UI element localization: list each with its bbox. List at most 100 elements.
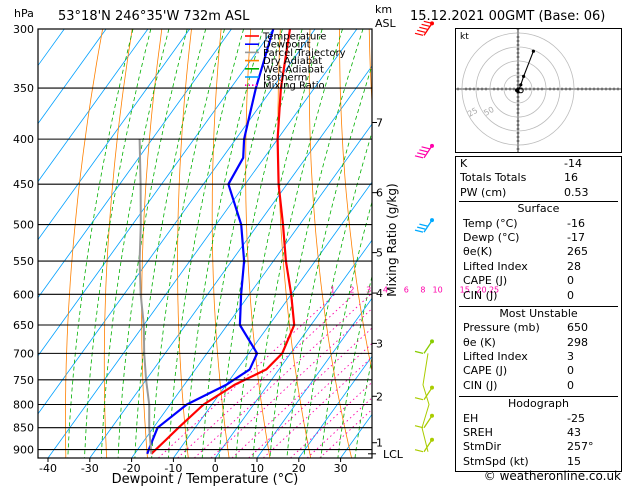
wind-barb-flag <box>414 350 424 354</box>
pressure-tick-label: 550 <box>13 255 34 268</box>
surface-value: 265 <box>567 245 588 259</box>
lcl-label: LCL <box>383 448 404 461</box>
wet-adiabat-line <box>151 29 225 458</box>
wind-barb <box>414 143 434 159</box>
most-unstable-value: 3 <box>567 350 574 364</box>
most-unstable-section: Most Unstable Pressure (mb) 650 θe (K) 298 L… <box>459 305 618 393</box>
wind-barb-head <box>430 413 434 418</box>
pressure-tick-label: 350 <box>13 82 34 95</box>
index-label: PW (cm) <box>460 185 507 199</box>
surface-row: Dewp (°C) -17 <box>459 231 618 245</box>
most-unstable-row: CIN (J) 0 <box>459 379 618 393</box>
wind-barb-head <box>430 143 434 148</box>
wet-adiabat-line <box>184 29 264 458</box>
hodograph-section: Hodograph EH -25 SREH 43 StmDir 257° StmSpd (k… <box>459 396 618 469</box>
index-value: 16 <box>564 171 578 185</box>
hodograph-param-row: SREH 43 <box>459 426 618 440</box>
wet-adiabat-line <box>354 356 372 458</box>
surface-row: Lifted Index 28 <box>459 260 618 274</box>
wet-adiabat-line <box>286 64 372 458</box>
x-tick-label: -40 <box>39 462 57 475</box>
surface-value: 0 <box>567 288 574 302</box>
km-tick-label: 5 <box>376 247 383 260</box>
wind-barb-flag <box>414 32 424 36</box>
isotherm-line <box>214 239 372 458</box>
hodograph-param-row: EH -25 <box>459 412 618 426</box>
wind-barb-shaft <box>423 387 433 401</box>
most-unstable-row: Pressure (mb) 650 <box>459 321 618 335</box>
wind-barb-head <box>430 21 434 26</box>
mixing-ratio-line <box>248 342 372 458</box>
hodograph-param-label: StmDir <box>463 440 502 454</box>
isotherm-line <box>131 123 372 458</box>
mixing-ratio-label: 4 <box>383 285 388 294</box>
legend-label: Mixing Ratio <box>263 81 325 92</box>
series-dewpoint-line <box>146 29 275 455</box>
most-unstable-value: 650 <box>567 321 588 335</box>
wind-profile-line <box>421 353 430 452</box>
surface-label: CAPE (J) <box>463 274 508 288</box>
wet-adiabat-line <box>84 29 152 458</box>
hodograph-param-value: -25 <box>567 411 585 425</box>
most-unstable-row: CAPE (J) 0 <box>459 364 618 378</box>
hodo-ring <box>461 32 575 146</box>
most-unstable-label: CAPE (J) <box>463 364 508 378</box>
mixing-ratio-label: 8 <box>420 285 425 294</box>
wind-barb-flag <box>417 226 426 230</box>
index-value: 0.53 <box>564 185 589 199</box>
pressure-tick-label: 500 <box>13 219 34 232</box>
isotherm-line <box>38 29 149 183</box>
hodograph-param-row: StmDir 257° <box>459 440 618 454</box>
km-tick-label: 4 <box>376 287 383 300</box>
wind-barb-shaft <box>423 219 433 233</box>
index-row: PW (cm) 0.53 <box>456 186 621 200</box>
wet-adiabat-line <box>67 29 134 458</box>
pressure-tick-label: 650 <box>13 319 34 332</box>
hodo-point <box>531 49 535 53</box>
hodograph-param-value: 43 <box>567 426 581 440</box>
mixing-ratio-line <box>290 381 372 458</box>
surface-row: CIN (J) 0 <box>459 289 618 303</box>
hodo-ring <box>503 74 533 104</box>
dry-adiabat-line <box>211 29 230 458</box>
hodo-unit-label: kt <box>460 32 469 42</box>
dry-adiabat-line <box>308 29 353 458</box>
isotherm-line <box>38 29 274 357</box>
km-tick-label: 6 <box>376 187 383 200</box>
most-unstable-label: Lifted Index <box>463 350 528 364</box>
pressure-tick-label: 400 <box>13 133 34 146</box>
x-tick-label: -20 <box>123 462 141 475</box>
wet-adiabat-line <box>201 29 283 458</box>
wind-barb-flag <box>419 149 428 153</box>
hodo-ring <box>489 60 547 118</box>
dry-adiabat-line <box>103 29 133 458</box>
wet-adiabat-line <box>168 29 244 458</box>
mixing-ratio-line <box>262 356 372 458</box>
isotherm-line <box>89 65 372 458</box>
pressure-tick-label: 600 <box>13 288 34 301</box>
hodograph-param-row: StmSpd (kt) 15 <box>459 455 618 469</box>
x-tick-label: 0 <box>212 462 219 475</box>
pressure-tick-label: 750 <box>13 374 34 387</box>
hpa-unit-label: hPa <box>14 7 34 20</box>
wind-barb <box>414 437 434 453</box>
wet-adiabat-line <box>269 29 364 458</box>
surface-value: 28 <box>567 259 581 273</box>
mixing-ratio-label: 6 <box>404 285 409 294</box>
isotherm-line <box>38 29 232 299</box>
isotherm-line <box>298 355 372 458</box>
wind-barb <box>414 339 434 354</box>
km-tick-label: 7 <box>376 117 383 130</box>
dry-adiabat-line <box>277 29 312 458</box>
mixing-ratio-label: 20 <box>476 285 486 294</box>
pressure-tick-label: 300 <box>13 23 34 36</box>
legend-label: Isotherm <box>263 73 307 84</box>
x-axis-label: Dewpoint / Temperature (°C) <box>112 472 299 486</box>
wet-adiabat-line <box>100 29 170 458</box>
surface-value: -16 <box>567 216 585 230</box>
surface-value: -17 <box>567 230 585 244</box>
wind-barb-head <box>430 437 434 442</box>
surface-label: Dewp (°C) <box>463 230 520 244</box>
